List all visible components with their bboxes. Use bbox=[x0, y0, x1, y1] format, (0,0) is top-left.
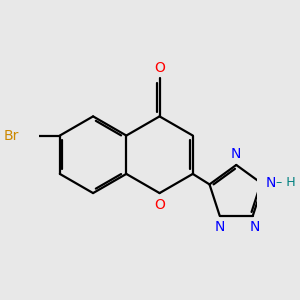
Text: O: O bbox=[154, 61, 165, 75]
Text: Br: Br bbox=[4, 129, 20, 142]
Text: O: O bbox=[154, 198, 165, 212]
Text: N: N bbox=[250, 220, 260, 234]
Text: N: N bbox=[231, 147, 242, 161]
Text: N: N bbox=[266, 176, 276, 190]
Text: – H: – H bbox=[276, 176, 296, 189]
Text: N: N bbox=[214, 220, 225, 234]
